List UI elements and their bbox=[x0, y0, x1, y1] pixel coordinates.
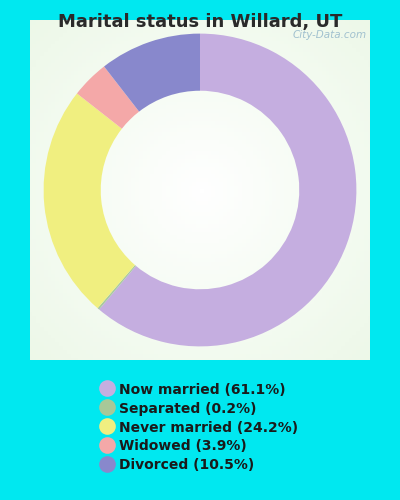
Wedge shape bbox=[104, 34, 200, 112]
Text: Marital status in Willard, UT: Marital status in Willard, UT bbox=[58, 12, 342, 30]
Wedge shape bbox=[99, 34, 356, 346]
Wedge shape bbox=[77, 66, 139, 128]
Wedge shape bbox=[98, 265, 136, 310]
Text: City-Data.com: City-Data.com bbox=[292, 30, 367, 40]
Legend: Now married (61.1%), Separated (0.2%), Never married (24.2%), Widowed (3.9%), Di: Now married (61.1%), Separated (0.2%), N… bbox=[102, 383, 298, 472]
Wedge shape bbox=[44, 94, 135, 308]
